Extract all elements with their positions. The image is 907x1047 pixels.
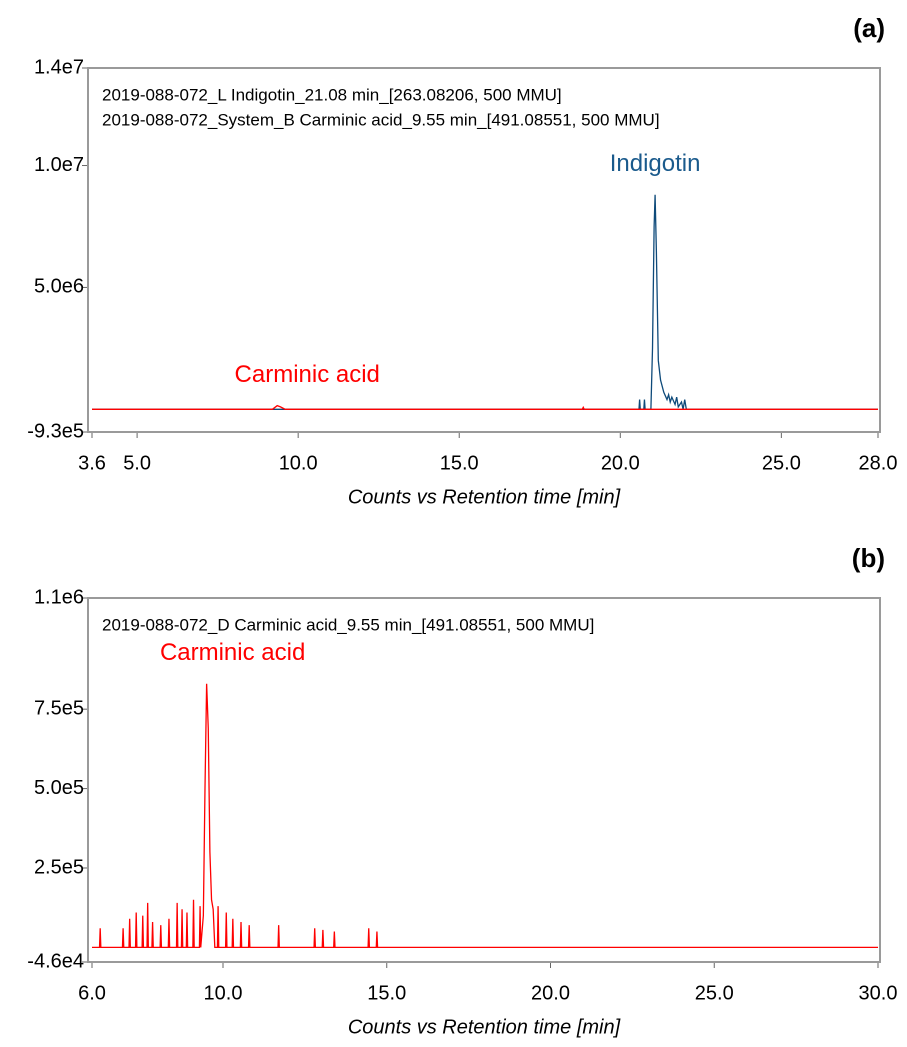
plot-frame [87, 597, 881, 963]
x-tick-label: 5.0 [123, 452, 151, 474]
y-tick-label: 5.0e5 [34, 777, 84, 799]
series-line [92, 683, 878, 949]
x-tick-label: 6.0 [78, 982, 106, 1004]
legend-entry: 2019-088-072_System_B Carminic acid_9.55… [102, 110, 660, 129]
y-tick-label: -4.6e4 [27, 950, 84, 972]
x-tick-label: 25.0 [762, 452, 801, 474]
x-tick-label: 30.0 [859, 982, 898, 1004]
y-tick-label: -9.3e5 [27, 420, 84, 442]
panel-label: (b) [852, 543, 885, 573]
peak-annotation: Indigotin [610, 150, 701, 177]
x-tick-label: 25.0 [695, 982, 734, 1004]
x-tick-label: 15.0 [367, 982, 406, 1004]
x-tick-label: 20.0 [601, 452, 640, 474]
y-tick-label: 5.0e6 [34, 276, 84, 298]
x-tick-label: 20.0 [531, 982, 570, 1004]
peak-annotation: Carminic acid [160, 639, 305, 666]
series-line [92, 194, 878, 410]
peak-annotation: Carminic acid [235, 361, 380, 388]
x-axis-label: Counts vs Retention time [min] [348, 1016, 621, 1038]
x-tick-label: 10.0 [279, 452, 318, 474]
y-tick-label: 2.5e5 [34, 856, 84, 878]
panel-label: (a) [853, 13, 885, 43]
plot-frame [87, 67, 881, 433]
series-line [92, 404, 878, 410]
y-tick-label: 1.0e7 [34, 154, 84, 176]
x-axis-label: Counts vs Retention time [min] [348, 486, 621, 508]
legend-entry: 2019-088-072_D Carminic acid_9.55 min_[4… [102, 615, 594, 634]
y-tick-label: 7.5e5 [34, 697, 84, 719]
x-tick-label: 28.0 [859, 452, 898, 474]
x-tick-label: 3.6 [78, 452, 106, 474]
y-tick-label: 1.1e6 [34, 586, 84, 608]
x-tick-label: 10.0 [204, 982, 243, 1004]
y-tick-label: 1.4e7 [34, 56, 84, 78]
legend-entry: 2019-088-072_L Indigotin_21.08 min_[263.… [102, 85, 562, 104]
x-tick-label: 15.0 [440, 452, 479, 474]
